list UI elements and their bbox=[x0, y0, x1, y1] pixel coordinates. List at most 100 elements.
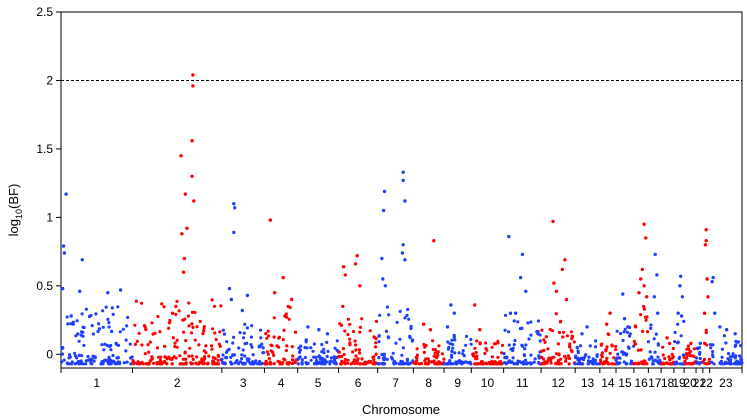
svg-text:log10(BF): log10(BF) bbox=[6, 184, 24, 237]
snp-point bbox=[346, 317, 350, 321]
snp-peak-point bbox=[192, 199, 196, 203]
snp-point bbox=[183, 317, 187, 321]
snp-point bbox=[354, 354, 358, 358]
snp-point bbox=[193, 338, 197, 342]
snp-point bbox=[99, 362, 103, 366]
snp-point bbox=[100, 343, 104, 347]
snp-point bbox=[187, 301, 191, 305]
snp-point bbox=[490, 359, 494, 364]
snp-point bbox=[266, 352, 270, 356]
snp-point bbox=[68, 362, 72, 366]
snp-point bbox=[633, 361, 637, 365]
snp-point bbox=[387, 313, 391, 317]
snp-peak-point bbox=[520, 252, 525, 257]
snp-point bbox=[656, 343, 661, 347]
snp-point bbox=[599, 358, 603, 362]
snp-peak-point bbox=[560, 267, 565, 272]
snp-peak-point bbox=[286, 304, 290, 309]
snp-peak-point bbox=[353, 262, 358, 266]
snp-point bbox=[728, 359, 733, 363]
x-tick-label: 12 bbox=[551, 376, 565, 390]
snp-point bbox=[668, 358, 672, 362]
snp-point bbox=[351, 350, 355, 354]
snp-point bbox=[80, 354, 84, 358]
snp-peak-point bbox=[689, 341, 693, 346]
snp-point bbox=[573, 355, 578, 360]
snp-point bbox=[709, 346, 713, 350]
snp-point bbox=[614, 348, 618, 352]
snp-point bbox=[465, 334, 469, 338]
snp-point bbox=[96, 329, 100, 334]
snp-point bbox=[263, 362, 267, 366]
snp-point bbox=[174, 312, 178, 316]
snp-peak-point bbox=[182, 256, 187, 261]
snp-point bbox=[656, 355, 660, 359]
snp-point bbox=[519, 361, 524, 365]
snp-point bbox=[315, 362, 319, 366]
snp-point bbox=[80, 312, 84, 316]
snp-peak-point bbox=[191, 73, 195, 77]
snp-point bbox=[213, 362, 217, 366]
snp-point bbox=[502, 361, 506, 365]
snp-peak-point bbox=[240, 308, 244, 313]
snp-peak-point bbox=[642, 284, 646, 288]
snp-point bbox=[107, 321, 111, 325]
snp-point bbox=[582, 356, 586, 360]
snp-point bbox=[368, 360, 372, 364]
snp-point bbox=[296, 362, 300, 366]
snp-point bbox=[219, 304, 223, 308]
snp-point bbox=[567, 362, 571, 366]
snp-point bbox=[504, 356, 509, 360]
snp-point bbox=[107, 357, 111, 361]
snp-point bbox=[267, 334, 271, 338]
snp-point bbox=[241, 336, 246, 340]
snp-point bbox=[290, 358, 295, 362]
snp-point bbox=[201, 362, 205, 366]
snp-peak-point bbox=[381, 208, 386, 213]
snp-point bbox=[527, 337, 531, 341]
snp-point bbox=[172, 355, 176, 359]
snp-peak-point bbox=[232, 202, 236, 206]
snp-point bbox=[599, 343, 603, 347]
y-tick-label: 0.5 bbox=[36, 279, 53, 293]
snp-point bbox=[490, 355, 494, 359]
snp-point bbox=[738, 354, 742, 358]
snp-point bbox=[86, 354, 90, 359]
snp-point bbox=[227, 347, 231, 351]
snp-point bbox=[704, 328, 708, 332]
snp-point bbox=[712, 362, 716, 366]
snp-peak-point bbox=[233, 206, 237, 210]
snp-point bbox=[513, 362, 517, 366]
snp-point bbox=[209, 344, 214, 348]
snp-peak-point bbox=[640, 267, 645, 272]
snp-peak-point bbox=[704, 239, 708, 243]
snp-peak-point bbox=[713, 311, 717, 315]
snp-point bbox=[177, 309, 181, 313]
snp-point bbox=[346, 332, 350, 337]
snp-point bbox=[731, 352, 735, 356]
snp-point bbox=[703, 361, 707, 366]
snp-point bbox=[191, 357, 195, 361]
snp-point bbox=[235, 359, 239, 363]
y-tick-label: 1.5 bbox=[36, 142, 53, 156]
snp-peak-point bbox=[191, 84, 195, 88]
snp-peak-point bbox=[428, 328, 433, 332]
snp-point bbox=[734, 354, 738, 358]
snp-point bbox=[503, 313, 508, 317]
snp-point bbox=[162, 305, 166, 309]
snp-point bbox=[111, 312, 115, 316]
snp-point bbox=[243, 354, 247, 358]
snp-point bbox=[291, 354, 295, 358]
snp-point bbox=[160, 302, 164, 306]
snp-peak-point bbox=[290, 297, 294, 302]
snp-point bbox=[705, 343, 709, 347]
snp-point bbox=[213, 331, 217, 335]
snp-point bbox=[93, 355, 97, 359]
snp-peak-point bbox=[245, 293, 250, 298]
snp-point bbox=[529, 333, 533, 337]
snp-point bbox=[68, 355, 72, 359]
snp-point bbox=[151, 361, 156, 365]
snp-point bbox=[281, 338, 285, 342]
snp-point bbox=[583, 353, 588, 357]
snp-peak-point bbox=[273, 291, 277, 295]
